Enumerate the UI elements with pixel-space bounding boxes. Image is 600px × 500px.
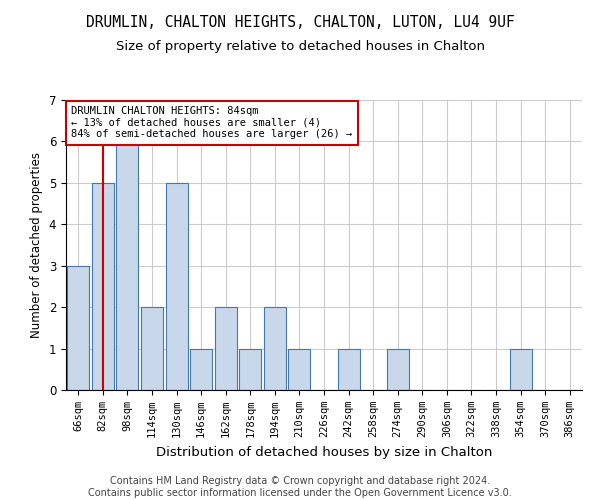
Bar	[215, 307, 237, 390]
Bar	[67, 266, 89, 390]
Bar	[166, 183, 188, 390]
Text: Contains HM Land Registry data © Crown copyright and database right 2024.
Contai: Contains HM Land Registry data © Crown c…	[88, 476, 512, 498]
Bar	[116, 142, 139, 390]
Text: Size of property relative to detached houses in Chalton: Size of property relative to detached ho…	[115, 40, 485, 53]
Bar	[239, 348, 262, 390]
Text: DRUMLIN CHALTON HEIGHTS: 84sqm
← 13% of detached houses are smaller (4)
84% of s: DRUMLIN CHALTON HEIGHTS: 84sqm ← 13% of …	[71, 106, 352, 140]
Y-axis label: Number of detached properties: Number of detached properties	[30, 152, 43, 338]
X-axis label: Distribution of detached houses by size in Chalton: Distribution of detached houses by size …	[156, 446, 492, 458]
Bar	[264, 307, 286, 390]
Bar	[386, 348, 409, 390]
Bar	[289, 348, 310, 390]
Text: DRUMLIN, CHALTON HEIGHTS, CHALTON, LUTON, LU4 9UF: DRUMLIN, CHALTON HEIGHTS, CHALTON, LUTON…	[86, 15, 514, 30]
Bar	[92, 183, 114, 390]
Bar	[190, 348, 212, 390]
Bar	[141, 307, 163, 390]
Bar	[338, 348, 359, 390]
Bar	[509, 348, 532, 390]
